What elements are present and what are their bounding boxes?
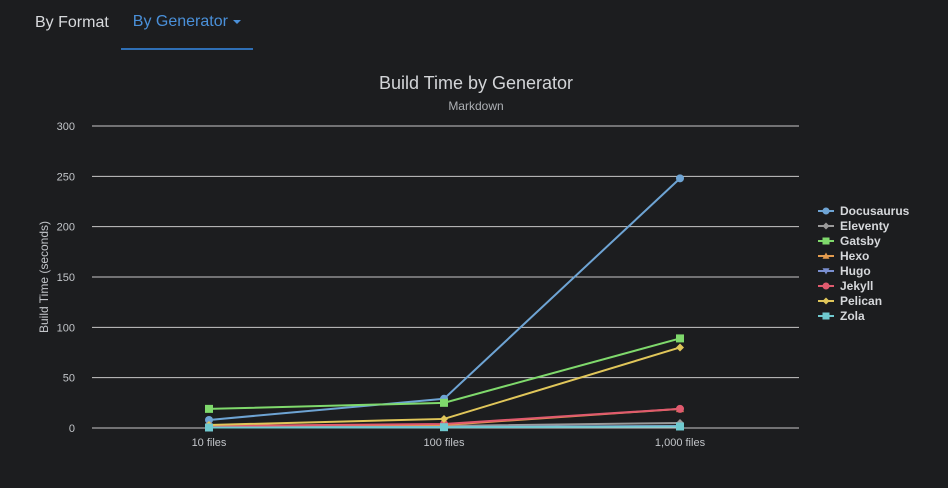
grid: 0 50 100 150 200 250 300 10 files 100 files 1,000… xyxy=(57,121,799,449)
legend-marker-docusaurus xyxy=(822,207,830,215)
data-point-gatsby xyxy=(676,334,684,343)
legend-item-docusaurus: Docusaurus xyxy=(818,204,910,218)
series-docusaurus xyxy=(205,174,684,424)
data-point-pelican xyxy=(676,343,684,352)
data-point-zola xyxy=(205,423,213,432)
y-tick-label: 250 xyxy=(57,171,75,183)
legend-marker-gatsby xyxy=(822,237,830,245)
legend-label-docusaurus: Docusaurus xyxy=(840,204,910,218)
legend-item-eleventy: Eleventy xyxy=(818,219,890,233)
legend-label-zola: Zola xyxy=(840,309,865,323)
legend-marker-hugo xyxy=(822,268,830,275)
y-tick-label: 100 xyxy=(57,322,75,334)
series-group xyxy=(205,174,684,432)
legend-label-pelican: Pelican xyxy=(840,294,882,308)
legend-item-jekyll: Jekyll xyxy=(818,279,873,293)
series-pelican xyxy=(205,343,684,429)
legend-label-eleventy: Eleventy xyxy=(840,219,890,233)
legend-marker-jekyll xyxy=(822,282,830,290)
data-point-zola xyxy=(676,422,684,431)
tab-by-format-label: By Format xyxy=(35,14,109,31)
data-point-docusaurus xyxy=(676,174,684,183)
legend-item-zola: Zola xyxy=(818,309,865,323)
series-gatsby xyxy=(205,334,684,413)
data-point-pelican xyxy=(440,414,448,423)
legend-item-pelican: Pelican xyxy=(818,294,882,308)
y-tick-label: 150 xyxy=(57,272,75,284)
y-tick-label: 200 xyxy=(57,222,75,234)
series-line-docusaurus xyxy=(208,177,681,421)
chart-subtitle: Markdown xyxy=(448,99,503,113)
tab-bar: By Format By Generator xyxy=(20,0,253,50)
legend-label-hugo: Hugo xyxy=(840,264,871,278)
legend-label-gatsby: Gatsby xyxy=(840,234,881,248)
legend-label-jekyll: Jekyll xyxy=(840,279,873,293)
y-tick-label: 50 xyxy=(63,373,75,385)
y-axis-label: Build Time (seconds) xyxy=(37,221,51,333)
legend-marker-hexo xyxy=(822,252,830,259)
legend-item-hexo: Hexo xyxy=(818,249,869,263)
tab-by-generator-label: By Generator xyxy=(132,13,228,30)
x-tick-label: 10 files xyxy=(192,437,227,449)
y-tick-label: 300 xyxy=(57,121,75,133)
data-point-gatsby xyxy=(205,404,213,413)
data-point-zola xyxy=(440,423,448,432)
legend-marker-eleventy xyxy=(822,222,830,230)
x-tick-label: 1,000 files xyxy=(655,437,706,449)
data-point-docusaurus xyxy=(205,415,213,424)
legend-label-hexo: Hexo xyxy=(840,249,869,263)
legend-marker-zola xyxy=(822,312,830,320)
legend-item-hugo: Hugo xyxy=(818,264,871,278)
data-point-gatsby xyxy=(440,398,448,407)
chart-title: Build Time by Generator xyxy=(379,73,573,93)
legend: DocusaurusEleventyGatsbyHexoHugoJekyllPe… xyxy=(818,204,910,323)
tab-by-format[interactable]: By Format xyxy=(20,0,121,50)
legend-marker-pelican xyxy=(822,297,830,305)
chevron-down-icon xyxy=(232,20,241,24)
legend-item-gatsby: Gatsby xyxy=(818,234,881,248)
data-point-jekyll xyxy=(676,404,684,413)
y-tick-label: 0 xyxy=(69,423,75,435)
x-tick-label: 100 files xyxy=(424,437,465,449)
tab-by-generator[interactable]: By Generator xyxy=(120,0,253,50)
series-zola xyxy=(205,422,684,432)
